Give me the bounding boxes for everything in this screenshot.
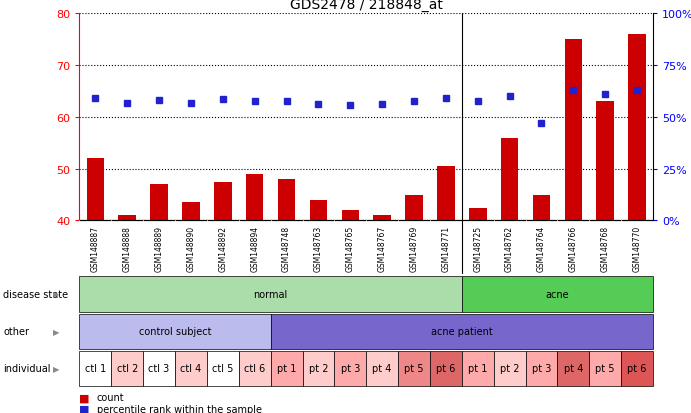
Text: GSM148887: GSM148887: [91, 225, 100, 271]
Bar: [437, 167, 455, 413]
Text: ■: ■: [79, 404, 90, 413]
Text: ctl 4: ctl 4: [180, 363, 202, 374]
Bar: [373, 216, 391, 413]
Bar: [334, 351, 366, 386]
Text: GSM148770: GSM148770: [632, 225, 641, 271]
Text: pt 3: pt 3: [341, 363, 360, 374]
Bar: [526, 351, 558, 386]
Bar: [533, 195, 550, 413]
Bar: [589, 351, 621, 386]
Text: pt 6: pt 6: [436, 363, 455, 374]
Bar: [182, 203, 200, 413]
Bar: [558, 351, 589, 386]
Bar: [271, 351, 303, 386]
Text: ■: ■: [79, 392, 90, 402]
Text: GSM148763: GSM148763: [314, 225, 323, 271]
Text: GSM148769: GSM148769: [410, 225, 419, 271]
Bar: [596, 102, 614, 413]
Bar: [310, 200, 328, 413]
Bar: [501, 138, 518, 413]
Bar: [628, 35, 646, 413]
Text: pt 1: pt 1: [468, 363, 487, 374]
Bar: [86, 159, 104, 413]
Text: ctl 6: ctl 6: [244, 363, 265, 374]
Text: acne: acne: [546, 289, 569, 299]
Text: ▶: ▶: [53, 327, 60, 336]
Bar: [246, 174, 263, 413]
Text: GSM148768: GSM148768: [600, 225, 609, 271]
Bar: [214, 182, 231, 413]
Text: ctl 1: ctl 1: [85, 363, 106, 374]
Text: percentile rank within the sample: percentile rank within the sample: [97, 404, 262, 413]
Text: GSM148765: GSM148765: [346, 225, 354, 271]
Text: pt 6: pt 6: [627, 363, 647, 374]
Text: GSM148764: GSM148764: [537, 225, 546, 271]
Bar: [239, 351, 271, 386]
Bar: [207, 351, 239, 386]
Bar: [271, 314, 653, 349]
Bar: [398, 351, 430, 386]
Text: GSM148725: GSM148725: [473, 225, 482, 271]
Title: GDS2478 / 218848_at: GDS2478 / 218848_at: [290, 0, 443, 12]
Bar: [151, 185, 168, 413]
Bar: [79, 314, 271, 349]
Text: pt 3: pt 3: [532, 363, 551, 374]
Text: pt 1: pt 1: [277, 363, 296, 374]
Bar: [462, 277, 653, 312]
Text: ctl 3: ctl 3: [149, 363, 170, 374]
Text: pt 4: pt 4: [564, 363, 583, 374]
Bar: [278, 180, 295, 413]
Text: GSM148894: GSM148894: [250, 225, 259, 271]
Text: GSM148762: GSM148762: [505, 225, 514, 271]
Text: pt 5: pt 5: [404, 363, 424, 374]
Text: GSM148771: GSM148771: [442, 225, 451, 271]
Bar: [303, 351, 334, 386]
Text: ctl 5: ctl 5: [212, 363, 234, 374]
Text: normal: normal: [254, 289, 287, 299]
Bar: [565, 40, 582, 413]
Bar: [79, 277, 462, 312]
Bar: [462, 351, 493, 386]
Bar: [366, 351, 398, 386]
Text: count: count: [97, 392, 124, 402]
Text: pt 2: pt 2: [309, 363, 328, 374]
Text: disease state: disease state: [3, 289, 68, 299]
Text: control subject: control subject: [139, 326, 211, 337]
Text: pt 2: pt 2: [500, 363, 520, 374]
Text: GSM148748: GSM148748: [282, 225, 291, 271]
Bar: [621, 351, 653, 386]
Bar: [341, 211, 359, 413]
Bar: [430, 351, 462, 386]
Text: GSM148767: GSM148767: [378, 225, 387, 271]
Text: GSM148888: GSM148888: [123, 225, 132, 271]
Text: acne patient: acne patient: [431, 326, 493, 337]
Bar: [79, 351, 111, 386]
Text: GSM148889: GSM148889: [155, 225, 164, 271]
Text: ctl 2: ctl 2: [117, 363, 138, 374]
Bar: [469, 208, 486, 413]
Text: pt 4: pt 4: [372, 363, 392, 374]
Bar: [493, 351, 526, 386]
Text: GSM148766: GSM148766: [569, 225, 578, 271]
Text: pt 5: pt 5: [596, 363, 615, 374]
Text: ▶: ▶: [53, 364, 60, 373]
Bar: [175, 351, 207, 386]
Bar: [118, 216, 136, 413]
Bar: [143, 351, 175, 386]
Bar: [111, 351, 143, 386]
Text: other: other: [3, 326, 30, 337]
Bar: [405, 195, 423, 413]
Text: GSM148892: GSM148892: [218, 225, 227, 271]
Text: ▶: ▶: [53, 290, 60, 299]
Text: GSM148890: GSM148890: [187, 225, 196, 271]
Text: individual: individual: [3, 363, 51, 374]
